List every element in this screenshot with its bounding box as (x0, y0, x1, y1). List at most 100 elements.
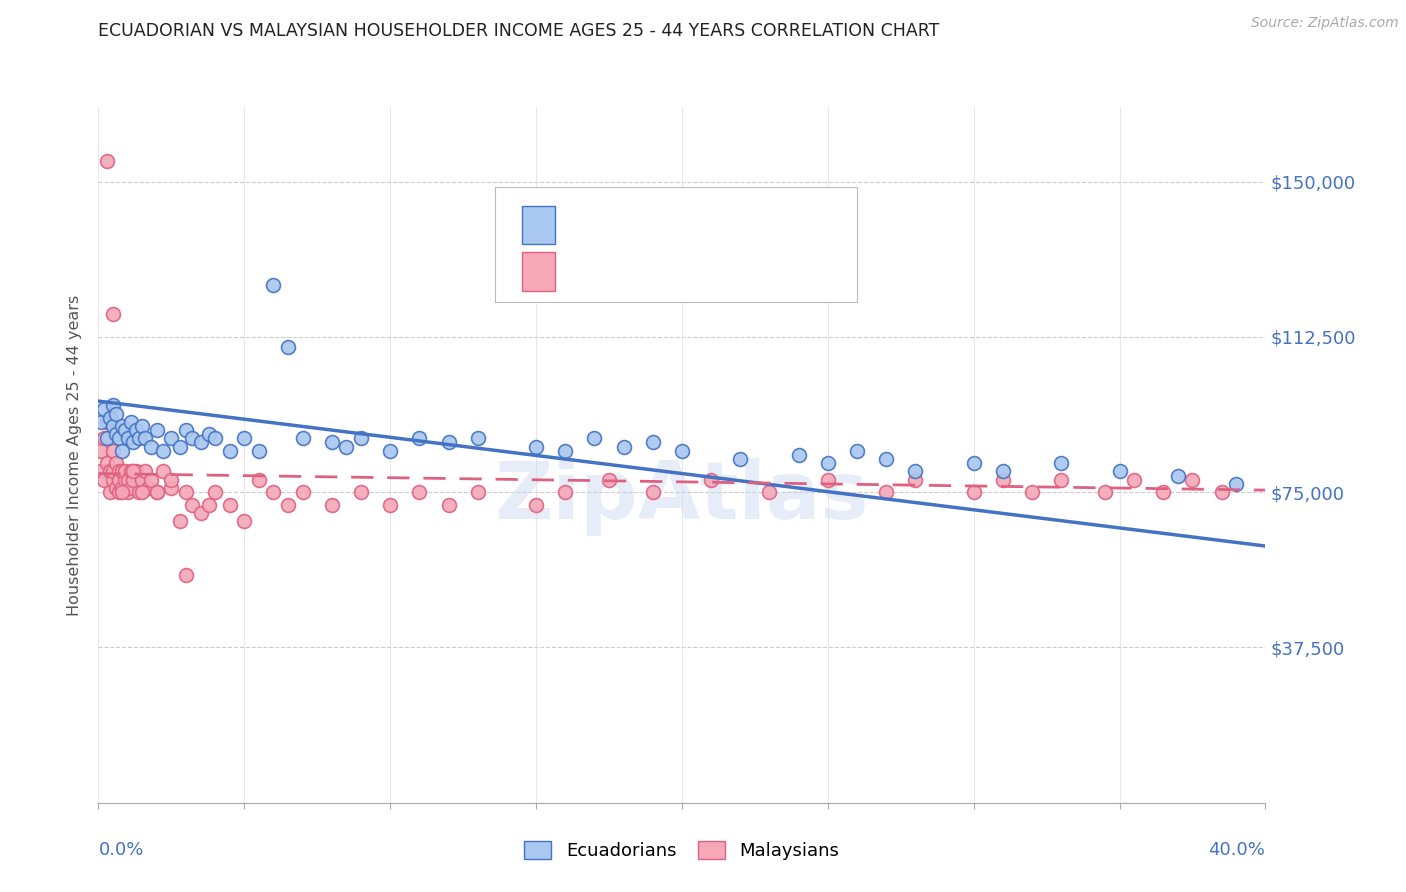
Point (218, 498, 240, 512)
Point (180, 431, 202, 445)
Text: R =: R = (568, 216, 607, 234)
Point (524, 440, 547, 454)
Point (101, 307, 124, 321)
Point (291, 431, 314, 445)
Point (1050, 456, 1073, 470)
Point (114, 473, 136, 487)
Point (90, 465, 112, 479)
Point (114, 423, 136, 437)
Point (277, 498, 299, 512)
Point (104, 481, 127, 495)
Point (233, 431, 256, 445)
Point (641, 485, 664, 500)
Point (160, 473, 183, 487)
Point (1021, 485, 1043, 500)
Point (111, 481, 134, 495)
Point (277, 340, 299, 354)
Point (378, 443, 402, 458)
Point (467, 485, 489, 500)
Point (1123, 473, 1146, 487)
Point (1050, 473, 1073, 487)
Point (991, 465, 1014, 479)
Point (146, 485, 169, 500)
Point (122, 465, 145, 479)
Point (408, 485, 430, 500)
Point (101, 473, 124, 487)
Point (190, 435, 212, 450)
Point (120, 481, 142, 495)
Point (146, 423, 169, 437)
Point (467, 431, 489, 445)
Point (262, 485, 284, 500)
Point (641, 435, 664, 450)
Point (120, 465, 142, 479)
Text: 40.0%: 40.0% (1209, 841, 1265, 859)
Point (817, 456, 839, 470)
Point (96, 431, 118, 445)
Point (93, 402, 115, 417)
Point (117, 431, 139, 445)
Point (104, 407, 127, 421)
Point (160, 431, 183, 445)
Point (378, 498, 402, 512)
Point (1181, 473, 1204, 487)
Point (1152, 485, 1174, 500)
Point (111, 485, 134, 500)
Point (111, 465, 134, 479)
Point (174, 568, 197, 582)
Point (1211, 485, 1233, 500)
Point (904, 473, 927, 487)
Point (90, 443, 112, 458)
FancyBboxPatch shape (495, 187, 856, 301)
Point (408, 431, 430, 445)
Text: 78: 78 (761, 262, 786, 280)
Point (96, 153, 118, 168)
Point (98, 465, 121, 479)
Point (108, 473, 131, 487)
Point (152, 465, 174, 479)
Point (962, 456, 984, 470)
Point (671, 443, 693, 458)
Point (1094, 485, 1116, 500)
Point (125, 423, 148, 437)
Point (117, 473, 139, 487)
Point (125, 465, 148, 479)
Point (335, 440, 357, 454)
Point (128, 485, 150, 500)
Text: ZipAtlas: ZipAtlas (495, 458, 869, 536)
Point (122, 435, 145, 450)
Point (93, 473, 115, 487)
Point (204, 485, 226, 500)
Point (190, 506, 212, 520)
Point (875, 452, 897, 467)
Point (204, 431, 226, 445)
Point (131, 419, 153, 434)
Text: 0.0%: 0.0% (98, 841, 143, 859)
Point (598, 473, 620, 487)
Point (198, 498, 221, 512)
Text: -0.027: -0.027 (613, 262, 678, 280)
Text: ECUADORIAN VS MALAYSIAN HOUSEHOLDER INCOME AGES 25 - 44 YEARS CORRELATION CHART: ECUADORIAN VS MALAYSIAN HOUSEHOLDER INCO… (98, 22, 939, 40)
Point (291, 485, 314, 500)
Point (962, 485, 984, 500)
Point (1167, 468, 1189, 483)
Text: Source: ZipAtlas.com: Source: ZipAtlas.com (1251, 16, 1399, 30)
Point (758, 485, 780, 500)
Point (904, 465, 927, 479)
Point (108, 485, 131, 500)
Point (101, 398, 124, 412)
Point (131, 485, 153, 500)
Point (111, 443, 134, 458)
Point (554, 443, 576, 458)
Point (1225, 476, 1247, 491)
Point (131, 473, 153, 487)
Text: -0.352: -0.352 (613, 216, 678, 234)
Point (817, 473, 839, 487)
Point (101, 419, 124, 434)
Point (98, 485, 121, 500)
Point (198, 427, 221, 442)
Point (350, 485, 373, 500)
Point (134, 465, 156, 479)
Point (554, 485, 576, 500)
Point (98, 410, 121, 425)
